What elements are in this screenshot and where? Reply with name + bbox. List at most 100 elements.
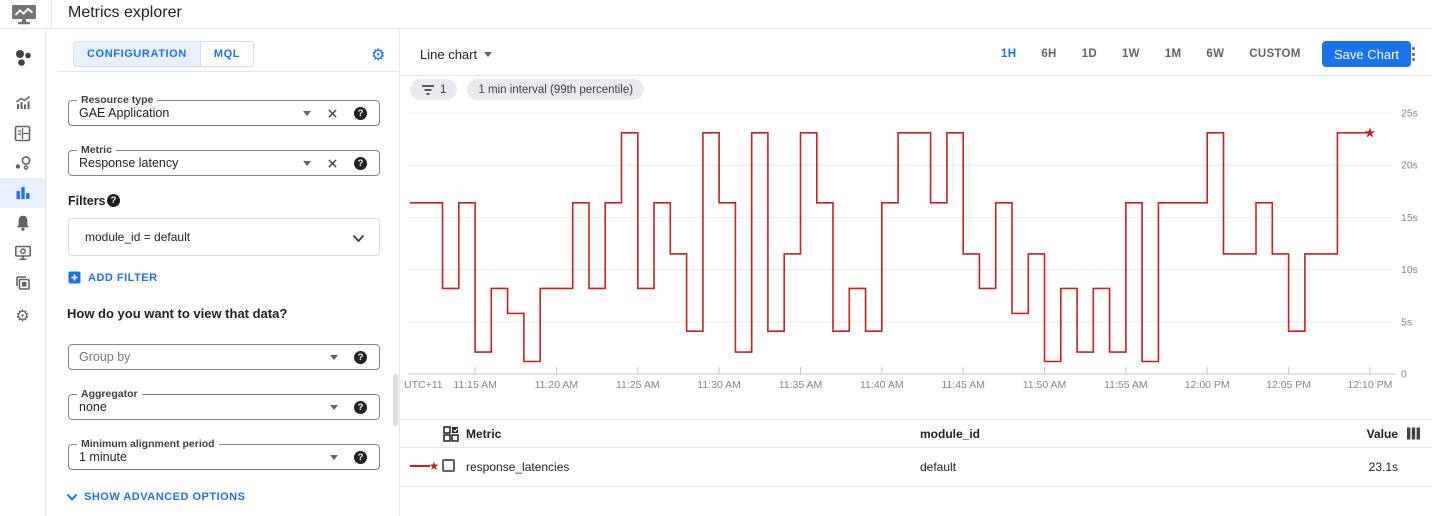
filter-count-chip[interactable]: 1 bbox=[410, 79, 458, 100]
nav-item-services[interactable] bbox=[0, 148, 45, 178]
alignment-dropdown-icon[interactable] bbox=[330, 454, 338, 460]
svg-text:12:10 PM: 12:10 PM bbox=[1347, 379, 1392, 391]
table-top-divider bbox=[400, 419, 1432, 420]
add-filter-button[interactable]: ADD FILTER bbox=[68, 271, 158, 284]
chart-chips-row: 1 1 min interval (99th percentile) bbox=[410, 79, 645, 100]
show-advanced-options-button[interactable]: SHOW ADVANCED OPTIONS bbox=[66, 491, 245, 503]
columns-icon[interactable] bbox=[1406, 426, 1421, 441]
filter-count: 1 bbox=[440, 83, 447, 96]
metric-value: Response latency bbox=[79, 156, 179, 170]
interval-chip[interactable]: 1 min interval (99th percentile) bbox=[467, 79, 645, 100]
nav-item-metrics-explorer[interactable] bbox=[0, 178, 45, 208]
filter-expand-chevron-icon[interactable] bbox=[352, 234, 365, 243]
svg-text:11:30 AM: 11:30 AM bbox=[697, 379, 741, 391]
save-chart-button[interactable]: Save Chart bbox=[1322, 41, 1412, 67]
svg-text:25s: 25s bbox=[1401, 108, 1418, 120]
svg-text:11:20 AM: 11:20 AM bbox=[535, 379, 579, 391]
nav-item-dashboards[interactable] bbox=[0, 88, 45, 118]
filter-value: module_id = default bbox=[85, 230, 191, 244]
svg-text:UTC+11: UTC+11 bbox=[404, 379, 443, 391]
metric-field[interactable]: Metric Response latency ? bbox=[68, 144, 380, 176]
metric-dropdown-icon[interactable] bbox=[303, 160, 311, 166]
time-range-custom[interactable]: CUSTOM bbox=[1249, 48, 1301, 60]
top-bar: Metrics explorer bbox=[0, 0, 1432, 29]
svg-text:12:05 PM: 12:05 PM bbox=[1266, 379, 1311, 391]
alignment-period-field[interactable]: Minimum alignment period 1 minute ? bbox=[68, 438, 380, 470]
alignment-help-icon[interactable]: ? bbox=[354, 450, 367, 464]
aggregator-field[interactable]: Aggregator none ? bbox=[68, 388, 380, 420]
time-range-1h[interactable]: 1H bbox=[1001, 48, 1017, 60]
resource-type-clear-icon[interactable] bbox=[327, 108, 338, 119]
resource-type-label: Resource type bbox=[77, 94, 158, 106]
series-checkbox[interactable] bbox=[442, 459, 455, 472]
rail-divider bbox=[45, 29, 46, 516]
time-range-1w[interactable]: 1W bbox=[1121, 48, 1140, 60]
add-box-icon bbox=[68, 271, 81, 284]
time-range-1d[interactable]: 1D bbox=[1081, 48, 1097, 60]
filter-row[interactable]: module_id = default bbox=[68, 218, 380, 256]
aggregator-label: Aggregator bbox=[77, 388, 142, 400]
metric-clear-icon[interactable] bbox=[327, 158, 338, 169]
metrics-explorer-icon bbox=[16, 187, 29, 199]
config-scrollbar-thumb[interactable] bbox=[393, 374, 398, 426]
aggregator-value: none bbox=[79, 400, 107, 414]
topbar-divider bbox=[51, 0, 52, 29]
metric-label: Metric bbox=[77, 144, 116, 156]
services-icon bbox=[15, 156, 30, 170]
table-row-divider bbox=[400, 486, 1432, 487]
nav-item-monitoring-overview[interactable] bbox=[0, 43, 45, 73]
config-panel-divider bbox=[399, 29, 400, 516]
more-options-kebab-icon[interactable] bbox=[1406, 44, 1420, 64]
svg-text:12:00 PM: 12:00 PM bbox=[1185, 379, 1230, 391]
time-range-6h[interactable]: 6H bbox=[1041, 48, 1057, 60]
aggregator-dropdown-icon[interactable] bbox=[330, 404, 338, 410]
uptime-monitor-icon bbox=[14, 245, 31, 261]
metric-grid-icon[interactable] bbox=[443, 426, 459, 442]
nav-item-alerting[interactable] bbox=[0, 208, 45, 238]
filter-list-icon bbox=[422, 84, 434, 95]
svg-text:★: ★ bbox=[1364, 125, 1377, 141]
interval-chip-label: 1 min interval (99th percentile) bbox=[478, 83, 634, 96]
latency-line-chart[interactable]: 0 5s 10s 15s 20s 25s 11:15 AM 11:20 AM 11:25 AM 1… bbox=[400, 88, 1432, 398]
nav-item-dashboard-builder[interactable] bbox=[0, 118, 45, 148]
series-value: 23.1s bbox=[1368, 460, 1398, 474]
show-advanced-options-label: SHOW ADVANCED OPTIONS bbox=[84, 491, 246, 503]
group-by-placeholder: Group by bbox=[79, 350, 131, 364]
time-range-6w[interactable]: 6W bbox=[1206, 48, 1225, 60]
chart-settings-gear-icon[interactable]: ⚙ bbox=[371, 45, 386, 64]
nav-item-groups[interactable] bbox=[0, 268, 45, 298]
dashboard-icon bbox=[14, 125, 31, 141]
chart-type-caret-icon bbox=[484, 51, 493, 57]
metric-column-header[interactable]: Metric bbox=[466, 427, 502, 441]
resource-type-field[interactable]: Resource type GAE Application ? bbox=[68, 94, 380, 126]
config-header-divider bbox=[57, 71, 399, 72]
svg-text:11:55 AM: 11:55 AM bbox=[1104, 379, 1148, 391]
group-by-dropdown-icon[interactable] bbox=[330, 354, 338, 360]
table-header-divider bbox=[400, 447, 1432, 448]
groups-icon bbox=[15, 276, 30, 290]
tab-configuration[interactable]: CONFIGURATION bbox=[74, 42, 200, 66]
settings-gear-icon: ⚙ bbox=[15, 305, 30, 325]
resource-type-help-icon[interactable]: ? bbox=[354, 106, 367, 120]
time-range-1m[interactable]: 1M bbox=[1164, 48, 1182, 60]
resource-type-dropdown-icon[interactable] bbox=[303, 110, 311, 116]
aggregator-help-icon[interactable]: ? bbox=[354, 400, 367, 414]
filters-help-icon[interactable]: ? bbox=[107, 194, 120, 207]
alignment-period-label: Minimum alignment period bbox=[77, 438, 219, 450]
chart-type-dropdown[interactable]: Line chart bbox=[420, 46, 493, 62]
svg-text:11:50 AM: 11:50 AM bbox=[1023, 379, 1067, 391]
metric-help-icon[interactable]: ? bbox=[354, 156, 367, 170]
group-by-help-icon[interactable]: ? bbox=[354, 350, 367, 364]
module-id-column-header[interactable]: module_id bbox=[920, 427, 981, 441]
nav-item-settings[interactable]: ⚙ bbox=[0, 300, 45, 330]
monitoring-logo-icon bbox=[12, 5, 36, 25]
svg-text:11:25 AM: 11:25 AM bbox=[616, 379, 660, 391]
group-by-field[interactable]: Group by ? bbox=[68, 344, 380, 370]
chart-type-label: Line chart bbox=[420, 46, 478, 62]
tab-mql[interactable]: MQL bbox=[199, 42, 254, 66]
resource-type-value: GAE Application bbox=[79, 106, 170, 120]
value-column-header[interactable]: Value bbox=[1366, 427, 1398, 441]
series-metric-name: response_latencies bbox=[466, 460, 570, 474]
nav-item-uptime-checks[interactable] bbox=[0, 238, 45, 268]
